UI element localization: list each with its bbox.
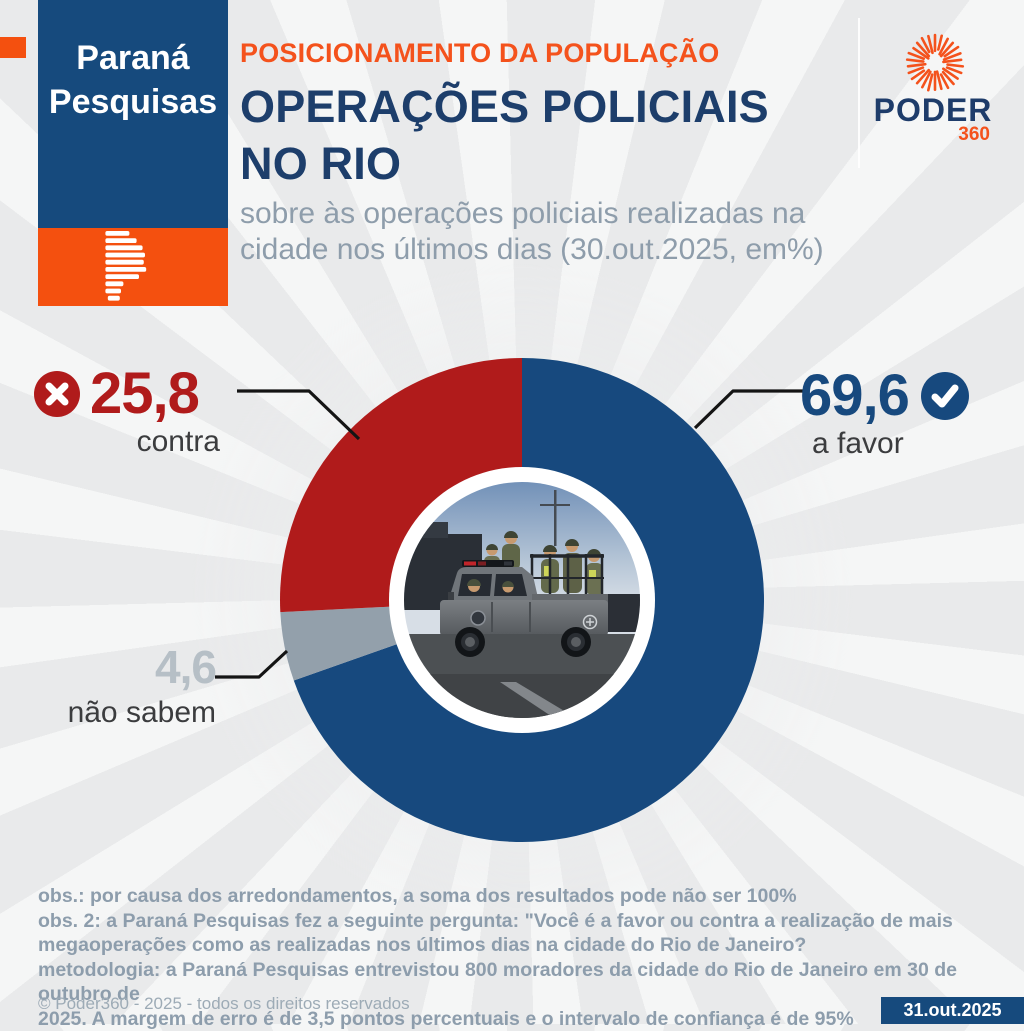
label-nao-sabem: não sabem [36,696,216,730]
note-line: megaoperações como as realizadas nos últ… [38,933,1024,958]
parana-pesquisas-logo-box [38,228,228,306]
parana-pesquisas-box: Paraná Pesquisas [38,0,228,228]
center-photo-policia-militar-truck: POLÍCIA MILITAR [404,482,640,718]
page-subtitle-line1: sobre às operações policiais realizadas … [240,196,824,232]
brand-name-line2: Pesquisas [49,80,217,124]
header-divider [858,18,860,168]
orange-accent-tab [0,37,26,58]
page-title-line2: NO RIO [240,135,769,192]
sunburst-ray [938,36,941,50]
value-nao-sabem: 4,6 [36,640,216,694]
page-title: OPERAÇÕES POLICIAIS NO RIO [240,78,769,192]
police-truck-illustration: POLÍCIA MILITAR [404,482,640,718]
callout-line-nao-sabem [215,651,287,677]
brand-name-line1: Paraná [76,36,189,80]
label-contra: contra [34,425,234,459]
page-subtitle-line2: cidade nos últimos dias (30.out.2025, em… [240,232,824,268]
x-circle-icon [34,371,80,417]
label-a-favor: a favor [812,427,1024,461]
page-subtitle: sobre às operações policiais realizadas … [240,196,824,268]
label-group-nao-sabem: 4,6 não sabem [36,640,216,730]
sunburst-ray [907,60,923,62]
kicker-title: POSICIONAMENTO DA POPULAÇÃO [240,38,719,69]
poder360-sunburst-icon [905,33,965,93]
note-line: obs.: por causa dos arredondamentos, a s… [38,884,1024,909]
poder360-number: 360 [875,124,990,146]
label-group-a-favor: 69,6 a favor [800,362,1024,461]
sunburst-ray [948,65,963,67]
date-badge: 31.out.2025 [881,997,1024,1024]
value-contra: 25,8 [90,360,199,427]
striped-p-logo-icon [102,231,164,303]
value-a-favor: 69,6 [800,362,909,429]
label-group-contra: 25,8 contra [34,360,234,459]
page-title-line1: OPERAÇÕES POLICIAIS [240,78,769,135]
copyright-text: © Poder360 - 2025 - todos os direitos re… [38,994,410,1014]
note-line: obs. 2: a Paraná Pesquisas fez a seguint… [38,909,1024,934]
check-circle-icon [921,372,969,420]
sunburst-ray [908,64,925,66]
